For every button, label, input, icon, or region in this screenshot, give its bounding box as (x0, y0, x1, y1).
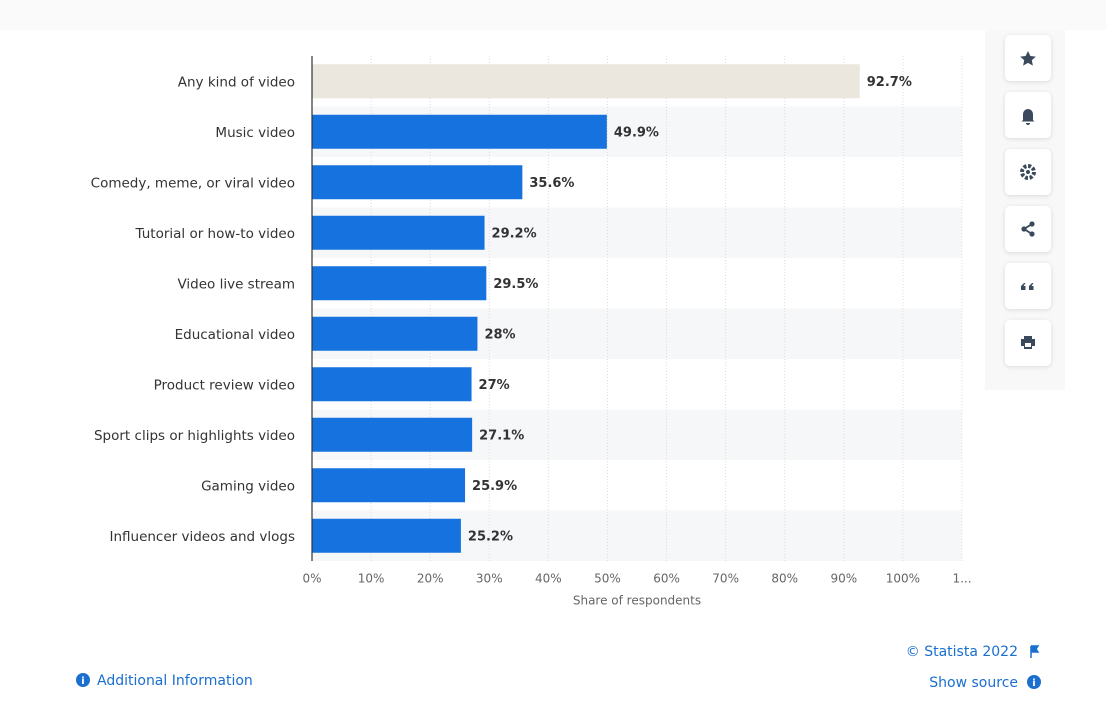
x-tick-label: 60% (653, 572, 680, 586)
y-tick-label: Educational video (175, 327, 295, 343)
x-tick-label: 80% (771, 572, 798, 586)
bar (312, 266, 487, 301)
x-tick-label: 1... (952, 572, 971, 586)
info-icon-glyph: i (81, 676, 84, 687)
x-tick-label: 30% (476, 572, 503, 586)
x-tick-label: 20% (417, 572, 444, 586)
show-source[interactable]: Show source (929, 675, 1018, 691)
bar (312, 367, 472, 402)
alert-button[interactable] (1005, 92, 1051, 138)
bar (312, 518, 461, 553)
info-icon (76, 673, 90, 687)
additional-information[interactable]: Additional Information (97, 673, 253, 689)
value-label: 25.2% (468, 529, 513, 544)
y-tick-label: Any kind of video (178, 74, 295, 90)
y-tick-label: Tutorial or how-to video (135, 226, 295, 242)
x-tick-label: 50% (594, 572, 621, 586)
y-tick-label: Music video (215, 125, 295, 141)
x-tick-label: 100% (886, 572, 920, 586)
copyright[interactable]: © Statista 2022 (906, 644, 1018, 660)
bar (312, 64, 860, 99)
x-tick-label: 10% (358, 572, 385, 586)
value-label: 28% (484, 327, 515, 342)
flag-icon (1030, 645, 1040, 658)
y-tick-label: Influencer videos and vlogs (109, 529, 295, 545)
value-label: 29.2% (492, 226, 537, 241)
bar (312, 165, 523, 200)
y-tick-label: Comedy, meme, or viral video (91, 175, 295, 191)
top-band (0, 0, 1106, 30)
share-button[interactable] (1005, 206, 1051, 252)
cite-button[interactable] (1005, 263, 1051, 309)
value-label: 25.9% (472, 479, 517, 494)
y-tick-label: Gaming video (201, 478, 295, 494)
value-label: 29.5% (493, 277, 538, 292)
value-label: 35.6% (529, 176, 574, 191)
x-tick-label: 40% (535, 572, 562, 586)
bar (312, 417, 473, 452)
x-tick-label: 70% (712, 572, 739, 586)
toolbar (1005, 35, 1051, 366)
print-button[interactable] (1005, 320, 1051, 366)
bar (312, 468, 466, 503)
x-tick-label: 0% (302, 572, 321, 586)
settings-button[interactable] (1005, 149, 1051, 195)
bar (312, 316, 478, 351)
bar (312, 215, 485, 250)
y-tick-label: Sport clips or highlights video (94, 428, 295, 444)
x-tick-label: 90% (830, 572, 857, 586)
info-icon (1027, 675, 1041, 689)
y-tick-label: Product review video (154, 377, 295, 393)
value-label: 49.9% (614, 125, 659, 140)
bar (312, 114, 607, 149)
info-icon-glyph: i (1032, 678, 1035, 689)
favorite-button[interactable] (1005, 35, 1051, 81)
value-label: 27% (479, 378, 510, 393)
value-label: 27.1% (479, 428, 524, 443)
value-label: 92.7% (867, 75, 912, 90)
y-tick-label: Video live stream (177, 276, 295, 292)
x-axis-title: Share of respondents (573, 594, 701, 608)
